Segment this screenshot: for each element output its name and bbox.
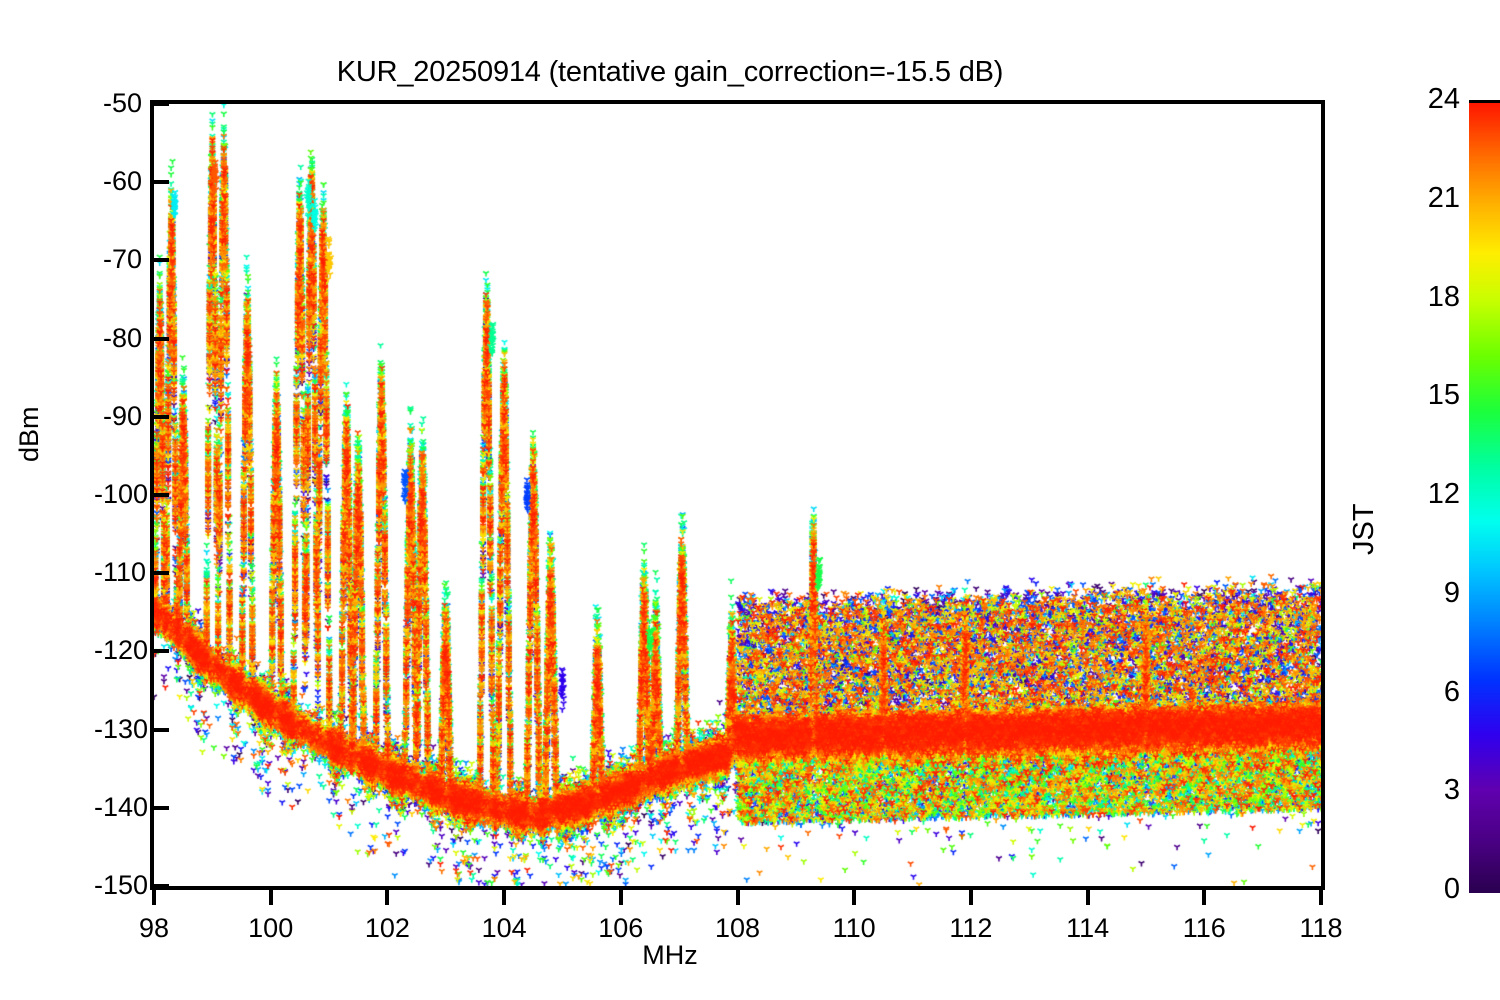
y-tick-label: -110 (94, 557, 147, 588)
y-tick-label: -100 (94, 479, 149, 509)
y-tick-label: -120 (94, 635, 149, 666)
y-tick (150, 727, 169, 732)
y-tick-label: -90 (102, 400, 142, 431)
x-tick-label: 116 (1182, 913, 1226, 943)
y-tick (150, 571, 169, 576)
y-tick-label: -150 (94, 870, 149, 900)
x-tick (1202, 886, 1207, 905)
y-tick (150, 414, 169, 419)
y-axis-title: dBm (14, 406, 44, 462)
x-tick (735, 886, 740, 905)
x-tick-label: 108 (714, 913, 761, 943)
colorbar-tick-label: 12 (1427, 478, 1460, 510)
colorbar-gradient (1469, 103, 1500, 893)
x-tick-label: 110 (832, 913, 876, 943)
colorbar-tick-label: 6 (1443, 675, 1460, 708)
y-tick (150, 336, 169, 341)
x-tick-label: 98 (138, 913, 170, 943)
x-tick (268, 886, 273, 905)
y-tick (150, 805, 169, 810)
x-tick (618, 886, 623, 905)
colorbar-tick-label: 21 (1427, 181, 1460, 214)
y-tick-label: -80 (102, 322, 142, 353)
y-tick-label: -50 (102, 88, 142, 118)
x-tick (1319, 886, 1323, 905)
y-tick-label: -60 (102, 166, 142, 197)
x-tick (385, 886, 390, 905)
x-tick-label: 118 (1299, 913, 1343, 943)
y-tick (150, 258, 169, 263)
y-tick (150, 180, 169, 185)
x-tick-label: 102 (364, 913, 410, 943)
colorbar-title: JST (1348, 503, 1380, 555)
x-tick (502, 886, 507, 905)
y-tick-label: -130 (94, 713, 149, 744)
y-tick-label: -70 (102, 244, 142, 275)
x-tick (152, 886, 156, 905)
x-tick (852, 886, 857, 905)
colorbar-tick-label: 18 (1427, 280, 1460, 313)
colorbar-tick-label: 24 (1427, 83, 1460, 115)
colorbar-tick-label: 0 (1443, 873, 1460, 905)
colorbar (1469, 100, 1500, 893)
y-tick (150, 102, 169, 106)
x-tick (1085, 886, 1090, 905)
x-tick-label: 106 (598, 913, 644, 943)
colorbar-tick-labels: 0 3 6 9 12 15 18 21 24 (1396, 0, 1462, 1000)
x-tick-label: 100 (248, 913, 294, 943)
y-tick (150, 884, 169, 888)
colorbar-tick-label: 9 (1443, 576, 1460, 609)
x-tick-label: 112 (949, 913, 993, 943)
y-tick (150, 493, 169, 497)
x-axis-title: MHz (642, 940, 698, 970)
colorbar-tick-label: 15 (1427, 379, 1460, 412)
x-tick-label: 114 (1066, 913, 1110, 943)
y-tick-label: -140 (94, 791, 149, 822)
x-tick-label: 104 (481, 913, 527, 943)
y-axis-tick-labels: -150 -140 -130 -120 -110 -100 -90 -80 -70 -60 -50 (90, 0, 149, 1000)
x-tick (968, 886, 973, 905)
y-tick (150, 649, 169, 654)
colorbar-tick-label: 3 (1443, 774, 1460, 807)
page-title: KUR_20250914 (tentative gain_correction=… (336, 56, 1004, 88)
scatter-plot-canvas (154, 104, 1321, 886)
